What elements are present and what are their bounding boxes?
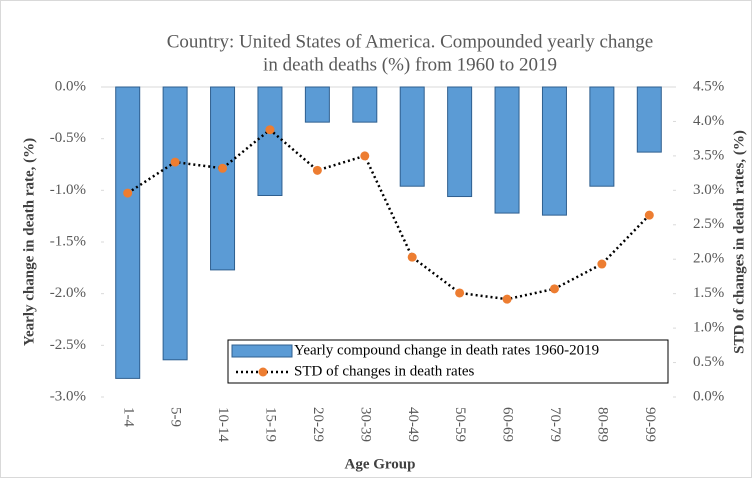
bar <box>399 86 425 187</box>
x-tick-label: 70-79 <box>547 407 563 442</box>
y2-tick-label: 4.5% <box>693 78 724 94</box>
point <box>407 252 417 262</box>
bar <box>210 86 236 271</box>
bar <box>636 86 662 153</box>
x-tick-label: 80-89 <box>594 407 610 442</box>
y2-axis-title: STD of changes in death rates, (%) <box>731 130 747 354</box>
chart-title: in death deaths (%) from 1960 to 2019 <box>263 54 557 75</box>
y2-tick-label: 0.5% <box>693 354 724 370</box>
y-tick-label: -1.5% <box>50 233 86 249</box>
y2-tick-label: 3.5% <box>693 147 724 163</box>
y-tick-label: -3.0% <box>50 388 86 404</box>
y-axis-title: Yearly change in death rate, (%) <box>21 138 37 346</box>
bar <box>352 86 378 123</box>
y2-tick-label: 2.5% <box>693 216 724 232</box>
y2-tick-label: 4.0% <box>693 113 724 129</box>
x-tick-label: 50-59 <box>452 407 468 442</box>
point <box>265 125 275 135</box>
point <box>360 151 370 161</box>
bar <box>115 86 141 379</box>
x-tick-label: 10-14 <box>215 407 231 442</box>
y2-tick-label: 0.0% <box>693 388 724 404</box>
x-tick-label: 5-9 <box>168 407 184 427</box>
x-tick-label: 30-39 <box>357 407 373 442</box>
y-tick-label: -1.0% <box>50 182 86 198</box>
point <box>170 157 180 167</box>
point <box>549 284 559 294</box>
y-tick-label: 0.0% <box>55 78 86 94</box>
y-tick-label: -2.5% <box>50 337 86 353</box>
x-tick-label: 40-49 <box>405 407 421 442</box>
bar <box>541 86 567 216</box>
x-tick-label: 60-69 <box>500 407 516 442</box>
bar <box>257 86 283 196</box>
point <box>644 210 654 220</box>
legend-marker <box>258 367 268 377</box>
x-tick-label: 90-99 <box>642 407 658 442</box>
y2-tick-label: 3.0% <box>693 182 724 198</box>
point <box>455 288 465 298</box>
x-tick-label: 1-4 <box>120 407 136 427</box>
point <box>123 188 133 198</box>
legend-box <box>227 339 669 384</box>
x-axis-title: Age Group <box>345 456 416 472</box>
y-tick-label: -0.5% <box>50 130 86 146</box>
x-tick-label: 15-19 <box>263 407 279 442</box>
point <box>218 163 228 173</box>
legend-marker <box>231 344 293 358</box>
legend-label: Yearly compound change in death rates 19… <box>294 342 599 358</box>
bar <box>494 86 520 214</box>
bar <box>304 86 330 123</box>
y2-tick-label: 2.0% <box>693 251 724 267</box>
chart-title: Country: United States of America. Compo… <box>167 31 654 52</box>
y2-tick-label: 1.0% <box>693 320 724 336</box>
bar <box>162 86 188 361</box>
point <box>502 294 512 304</box>
legend-label: STD of changes in death rates <box>294 363 475 379</box>
y2-tick-label: 1.5% <box>693 285 724 301</box>
point <box>597 259 607 269</box>
line <box>127 128 651 301</box>
bar <box>589 86 615 187</box>
y-tick-label: -2.0% <box>50 285 86 301</box>
point <box>312 165 322 175</box>
bar <box>447 86 473 198</box>
x-tick-label: 20-29 <box>310 407 326 442</box>
